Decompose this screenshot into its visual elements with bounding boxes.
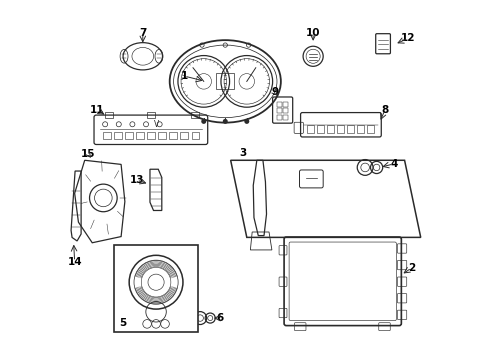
Bar xyxy=(105,112,113,118)
Bar xyxy=(277,102,282,107)
Bar xyxy=(114,244,198,332)
Text: 6: 6 xyxy=(216,313,223,323)
Bar xyxy=(327,125,334,133)
Text: 2: 2 xyxy=(408,263,416,273)
Bar xyxy=(192,132,199,139)
Bar xyxy=(357,125,364,133)
Text: 9: 9 xyxy=(271,87,278,97)
Text: 15: 15 xyxy=(81,149,96,159)
Bar xyxy=(136,132,144,139)
Bar xyxy=(147,112,155,118)
Bar xyxy=(283,115,288,120)
Bar xyxy=(125,132,133,139)
Bar xyxy=(277,115,282,120)
Text: V: V xyxy=(154,120,159,129)
Text: 4: 4 xyxy=(390,159,397,169)
Text: 11: 11 xyxy=(90,105,104,115)
Bar xyxy=(114,132,122,139)
Bar xyxy=(191,112,199,118)
Bar xyxy=(317,125,324,133)
Text: 13: 13 xyxy=(129,175,144,185)
Circle shape xyxy=(245,119,249,124)
Text: 8: 8 xyxy=(381,105,389,115)
Text: 12: 12 xyxy=(401,33,416,43)
Bar xyxy=(216,73,234,89)
Text: 14: 14 xyxy=(67,257,82,267)
Text: 5: 5 xyxy=(120,319,127,328)
Bar xyxy=(170,132,177,139)
Bar xyxy=(307,125,314,133)
Text: 3: 3 xyxy=(240,148,247,158)
Bar xyxy=(283,108,288,113)
Text: 7: 7 xyxy=(139,28,147,38)
Bar xyxy=(180,132,188,139)
Circle shape xyxy=(201,119,206,124)
Circle shape xyxy=(223,119,228,124)
Bar xyxy=(147,132,155,139)
Bar xyxy=(102,132,111,139)
Bar xyxy=(367,125,374,133)
Bar xyxy=(277,108,282,113)
Bar xyxy=(347,125,354,133)
Text: 10: 10 xyxy=(306,28,320,38)
Bar xyxy=(158,132,166,139)
Bar xyxy=(283,102,288,107)
Text: 1: 1 xyxy=(180,71,188,81)
Bar xyxy=(337,125,344,133)
